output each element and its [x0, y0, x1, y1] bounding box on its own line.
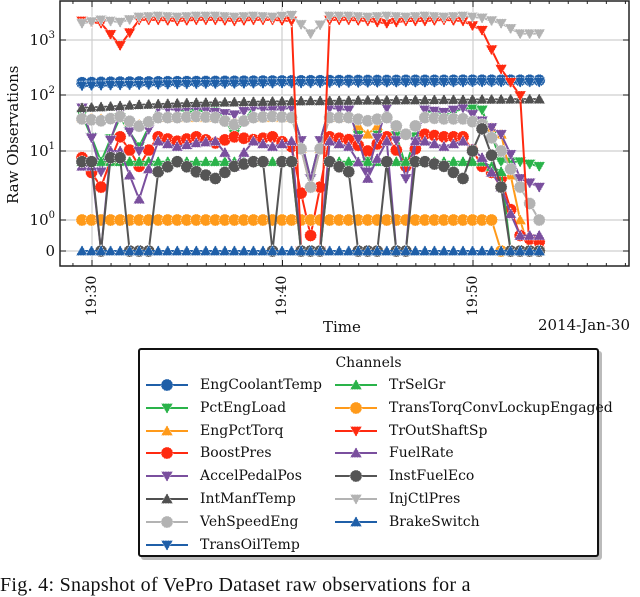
circle-marker-icon	[146, 515, 188, 529]
legend-label: EngPctTorq	[200, 422, 284, 439]
triangle-down-marker-icon	[146, 471, 188, 483]
legend-item-EngCoolantTemp: EngCoolantTemp	[146, 374, 322, 396]
triangle-up-marker-icon	[146, 423, 188, 436]
legend-item-BrakeSwitch: BrakeSwitch	[335, 511, 480, 533]
legend-item-TransTorqConvLockupEngaged: TransTorqConvLockupEngaged	[335, 397, 613, 419]
triangle-down-marker-icon	[335, 425, 377, 438]
legend-label: BrakeSwitch	[389, 513, 480, 530]
y-tick-1e3: 103	[29, 30, 55, 49]
legend-item-FuelRate: FuelRate	[335, 442, 454, 464]
legend-item-TrOutShaftSp: TrOutShaftSp	[335, 420, 487, 442]
x-tick-1940: 19:40	[274, 275, 290, 316]
axes-frame	[59, 0, 630, 267]
legend-item-EngPctTorq: EngPctTorq	[146, 420, 283, 442]
legend-label: PctEngLoad	[200, 399, 287, 416]
legend: Channels EngCoolantTemp PctEngLoad EngPctT…	[138, 348, 613, 557]
series-VehSpeedEng	[75, 110, 546, 227]
legend-label: TrSelGr	[389, 377, 446, 393]
legend-item-VehSpeedEng: VehSpeedEng	[146, 511, 298, 533]
y-tick-1e0: 100	[29, 210, 55, 229]
circle-marker-icon	[146, 447, 188, 460]
triangle-down-marker-icon	[335, 494, 377, 506]
legend-label: EngCoolantTemp	[200, 377, 323, 393]
triangle-up-marker-icon	[335, 515, 377, 527]
legend-item-InjCtlPres: InjCtlPres	[335, 488, 460, 510]
x-axis-label: Time	[323, 318, 361, 336]
y-tick-0: 0	[45, 242, 55, 260]
date-offset-label: 2014-Jan-30	[537, 316, 630, 334]
plot-canvas	[59, 0, 630, 267]
legend-label: TrOutShaftSp	[389, 422, 488, 439]
y-tick-1e2: 102	[29, 85, 55, 104]
legend-label: TransOilTemp	[200, 536, 300, 553]
legend-item-IntManfTemp: IntManfTemp	[146, 488, 296, 510]
circle-marker-icon	[146, 378, 188, 392]
circle-marker-icon	[335, 401, 377, 415]
legend-item-InstFuelEco: InstFuelEco	[335, 465, 474, 487]
triangle-down-marker-icon	[146, 402, 188, 415]
chart-area: Raw Observations 103 102 101 100 0 19:30…	[4, 0, 630, 336]
legend-label: FuelRate	[389, 445, 454, 462]
legend-label: InjCtlPres	[389, 491, 461, 507]
y-tick-1e1: 101	[29, 141, 55, 160]
series-TransOilTemp	[75, 77, 546, 93]
series-InjCtlPres	[75, 10, 546, 41]
legend-label: BoostPres	[200, 445, 272, 462]
legend-item-TransOilTemp: TransOilTemp	[146, 534, 300, 556]
legend-label: InstFuelEco	[389, 468, 475, 485]
legend-item-TrSelGr: TrSelGr	[335, 374, 445, 396]
legend-item-BoostPres: BoostPres	[146, 442, 272, 464]
legend-label: VehSpeedEng	[200, 513, 299, 530]
x-tick-1950: 19:50	[465, 275, 481, 316]
legend-title: Channels	[335, 355, 402, 371]
triangle-down-marker-icon	[146, 539, 188, 552]
triangle-up-marker-icon	[335, 446, 377, 459]
series-BrakeSwitch	[75, 244, 546, 256]
legend-item-AccelPedalPos: AccelPedalPos	[146, 465, 302, 487]
legend-item-PctEngLoad: PctEngLoad	[146, 397, 286, 419]
legend-label: TransTorqConvLockupEngaged	[389, 399, 613, 416]
x-tick-1930: 19:30	[84, 275, 100, 316]
legend-label: IntManfTemp	[200, 491, 296, 507]
triangle-up-marker-icon	[335, 378, 377, 390]
legend-label: AccelPedalPos	[200, 468, 302, 485]
figure-caption: Fig. 4: Snapshot of VePro Dataset raw ob…	[0, 574, 471, 596]
triangle-up-marker-icon	[146, 492, 188, 504]
circle-marker-icon	[335, 469, 377, 483]
y-axis-label: Raw Observations	[4, 65, 22, 204]
